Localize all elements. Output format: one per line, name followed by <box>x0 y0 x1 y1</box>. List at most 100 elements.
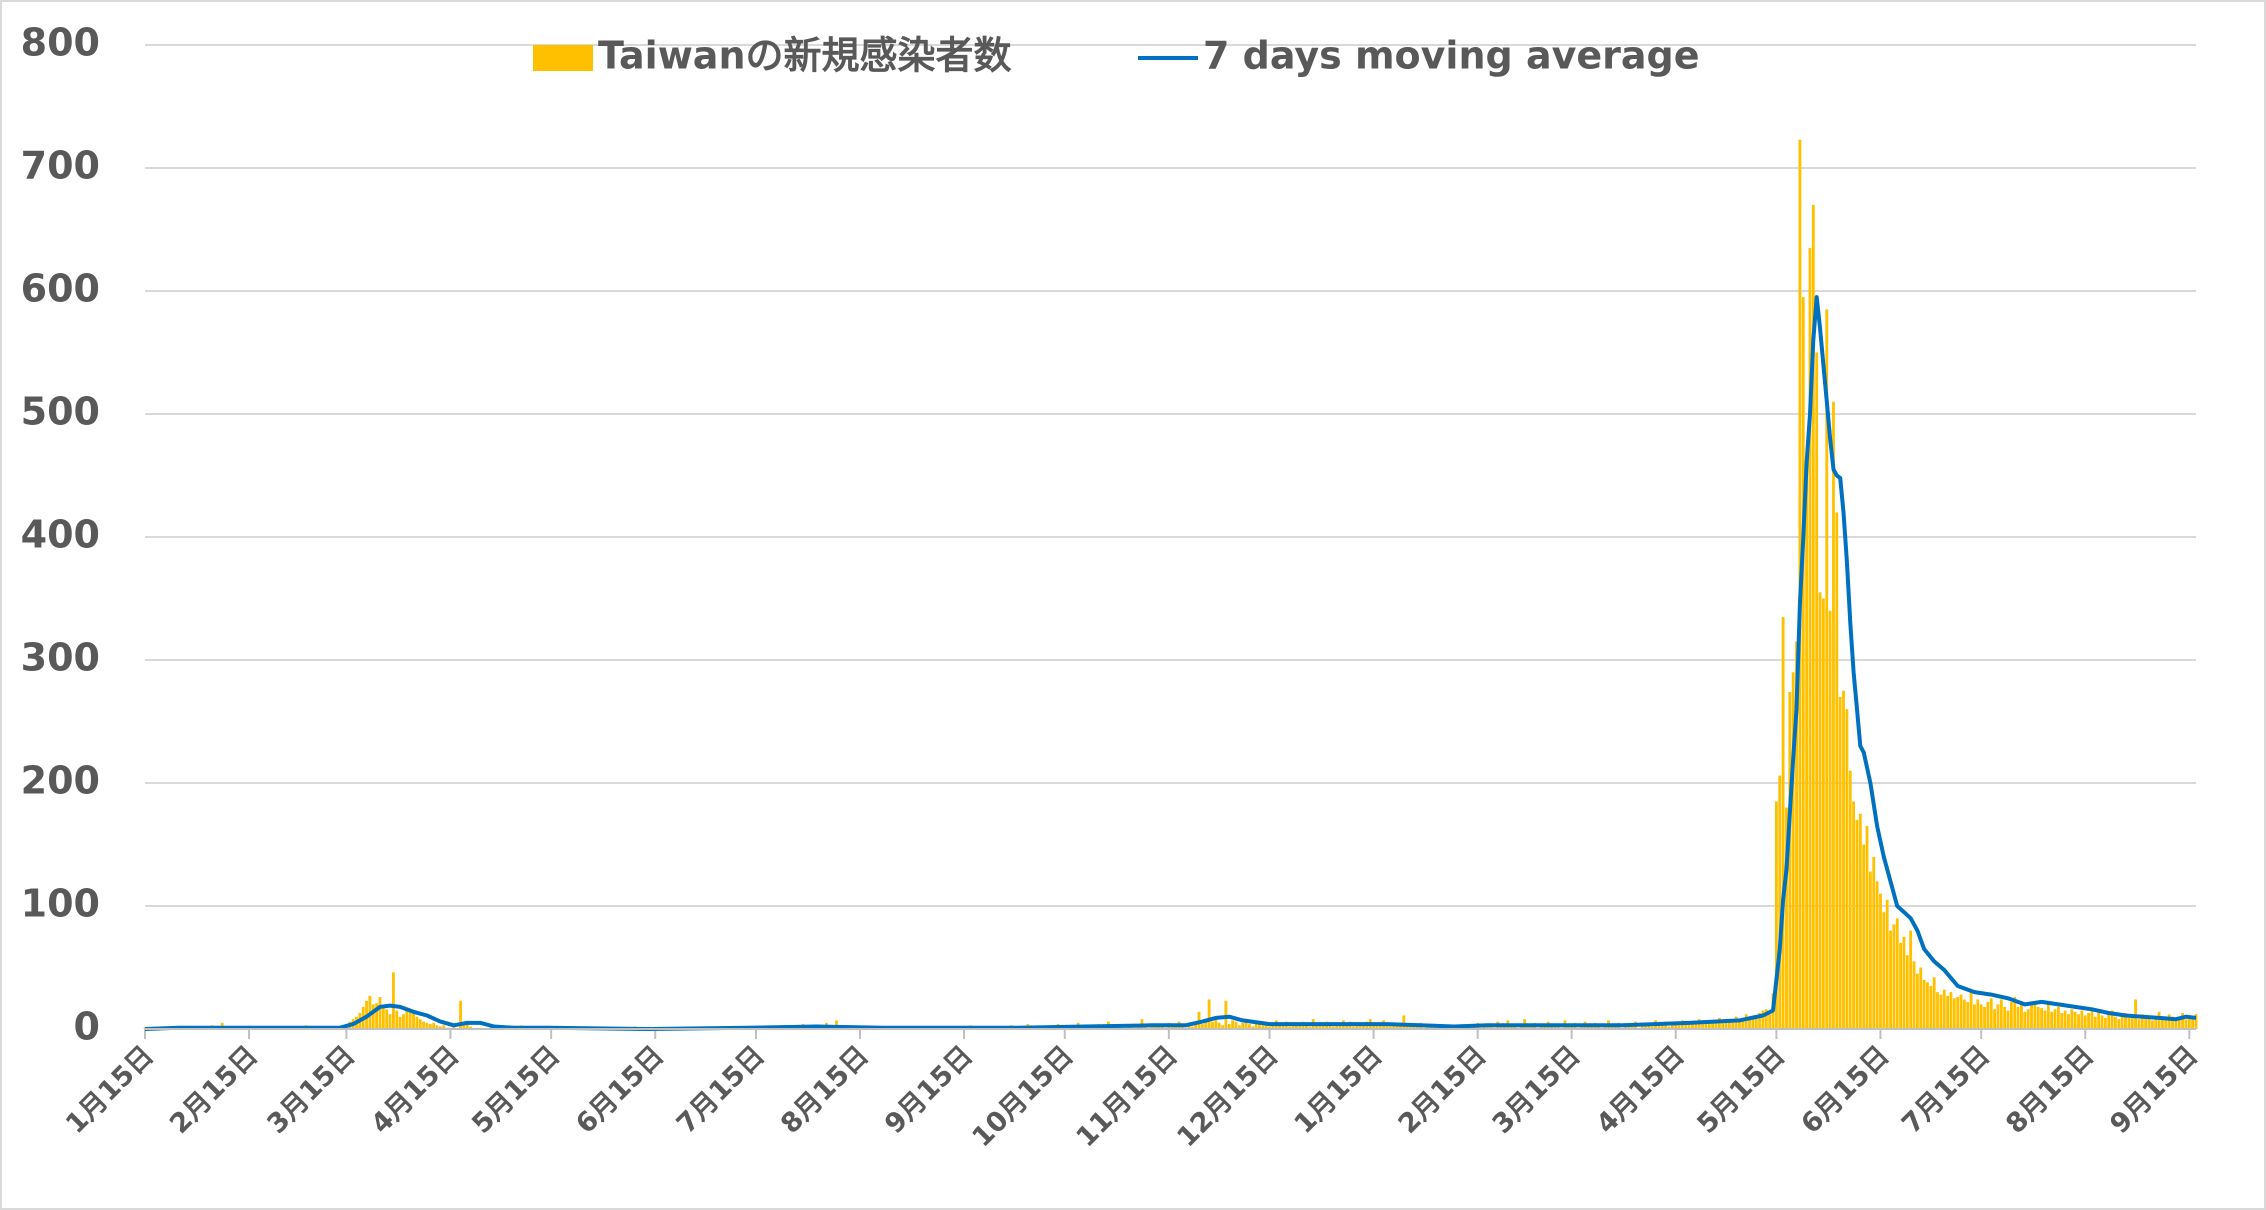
bar <box>1244 1019 1248 1029</box>
bar <box>2174 1020 2178 1029</box>
bar <box>1328 1024 1332 1029</box>
bar <box>1694 1022 1698 1029</box>
bar <box>2016 1006 2020 1029</box>
bar <box>1288 1026 1292 1029</box>
bar <box>1979 1004 1983 1029</box>
bar <box>1872 856 1876 1029</box>
bar <box>1701 1024 1704 1029</box>
bar <box>1785 807 1788 1029</box>
bar <box>2100 1015 2104 1029</box>
bar <box>2013 997 2017 1029</box>
legend-label: Taiwanの新規感染者数 <box>598 34 1012 78</box>
bar <box>402 1014 405 1029</box>
bar <box>1630 1026 1634 1029</box>
y-tick-label: 700 <box>21 144 100 188</box>
bar <box>2164 1019 2168 1029</box>
bar <box>1939 994 1943 1029</box>
y-tick-label: 600 <box>21 267 100 311</box>
bar <box>1909 930 1913 1029</box>
bar <box>1714 1021 1718 1029</box>
bar <box>465 1024 469 1029</box>
bar <box>422 1021 426 1029</box>
bar <box>2110 1010 2114 1029</box>
bar <box>2036 1006 2040 1029</box>
bar <box>1727 1019 1731 1029</box>
bar <box>2009 1001 2013 1029</box>
bar <box>1805 463 1809 1029</box>
bar <box>428 1024 432 1029</box>
bar <box>1214 1016 1218 1029</box>
bar <box>1754 1016 1758 1029</box>
bar <box>1768 1014 1772 1029</box>
bar <box>1204 1019 1208 1029</box>
bar <box>1362 1025 1365 1029</box>
bar <box>1499 1026 1503 1029</box>
bar <box>1724 1020 1728 1029</box>
bar <box>1986 1001 1990 1029</box>
bar <box>1835 512 1839 1029</box>
bar <box>2150 1020 2154 1029</box>
bar <box>2056 1006 2060 1029</box>
bar <box>1509 1026 1513 1029</box>
bar <box>1845 709 1849 1029</box>
bar <box>2080 1010 2084 1029</box>
bar <box>1892 924 1896 1029</box>
bar <box>1224 1000 1228 1029</box>
bar <box>1741 1017 1745 1029</box>
bar <box>1946 995 1950 1029</box>
bar <box>1331 1026 1335 1029</box>
bar <box>1895 918 1899 1029</box>
bar <box>2087 1013 2090 1029</box>
bar <box>1711 1020 1715 1029</box>
bar <box>1677 1025 1681 1029</box>
bar <box>381 1008 385 1029</box>
bar <box>2157 1011 2161 1029</box>
bar <box>1788 691 1792 1029</box>
bar <box>1429 1026 1433 1029</box>
bar <box>2144 1017 2148 1029</box>
bar <box>1848 770 1852 1029</box>
bar <box>2114 1016 2117 1029</box>
y-tick-label: 800 <box>21 21 100 65</box>
bar <box>1160 1026 1164 1029</box>
bar <box>1261 1025 1265 1029</box>
bar <box>1808 247 1812 1029</box>
bar <box>1999 999 2003 1029</box>
bar <box>1717 1017 1721 1029</box>
bar <box>1543 1026 1547 1029</box>
bar <box>1315 1024 1318 1029</box>
bar <box>489 1026 493 1029</box>
bar <box>1969 992 1973 1029</box>
bar <box>1211 1021 1214 1029</box>
bar <box>1956 997 1960 1029</box>
bar <box>1868 871 1872 1029</box>
bar <box>1254 1022 1258 1029</box>
bar <box>1993 1009 1997 1029</box>
bar <box>1127 1026 1130 1029</box>
bar <box>1378 1025 1382 1029</box>
bar <box>1251 1026 1255 1029</box>
bar <box>2033 1001 2037 1029</box>
bar <box>432 1022 436 1029</box>
bar <box>1597 1026 1600 1029</box>
bar <box>1352 1026 1355 1029</box>
bar <box>375 1003 379 1029</box>
bar <box>2063 1010 2067 1029</box>
bar <box>1902 936 1906 1029</box>
bar <box>1691 1021 1694 1029</box>
bar <box>1237 1025 1241 1029</box>
bar <box>1647 1024 1651 1029</box>
bar <box>1707 1022 1711 1029</box>
bar <box>1748 1019 1751 1029</box>
bar <box>1355 1024 1359 1029</box>
bar <box>1832 401 1835 1029</box>
bar <box>415 1016 419 1029</box>
bar <box>2030 1004 2033 1029</box>
bar <box>1731 1021 1735 1029</box>
bar <box>2067 1014 2070 1029</box>
bar <box>1194 1022 1198 1029</box>
bar <box>452 1026 456 1029</box>
bar <box>1402 1015 1406 1029</box>
bar <box>2187 1016 2191 1029</box>
